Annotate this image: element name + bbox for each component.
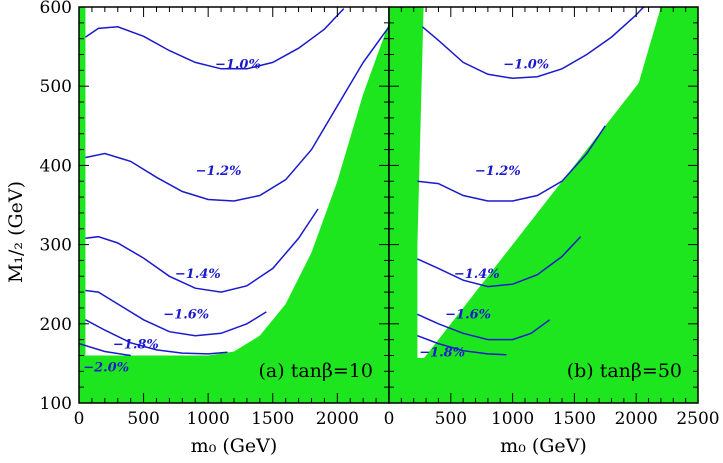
contour-label-3: −1.6% bbox=[445, 308, 491, 323]
excluded-region-1 bbox=[79, 22, 389, 403]
contour-line-1 bbox=[85, 26, 389, 202]
contour-label-3: −1.6% bbox=[163, 308, 209, 323]
contour-label-2: −1.4% bbox=[454, 267, 500, 282]
y-tick-label: 200 bbox=[40, 315, 72, 335]
plot-frame bbox=[388, 6, 699, 404]
plot-area: −1.0% −1.2% −1.4% −1.6% −1.8% −2.0% bbox=[79, 7, 389, 403]
contour-label-1: −1.2% bbox=[475, 164, 521, 179]
y-tick-label: 400 bbox=[40, 156, 72, 176]
x-tick-label: 0 bbox=[384, 409, 395, 429]
panel-b: −1.0% −1.2% −1.4% −1.6% −1.8% 0 500 1000 1500 200… bbox=[384, 6, 720, 457]
x-tick-label: 1500 bbox=[251, 409, 294, 429]
x-axis-title: m₀ (GeV) bbox=[191, 435, 278, 457]
contour-label-1: −1.2% bbox=[196, 164, 242, 179]
y-tick-label: 600 bbox=[40, 0, 72, 18]
panel-label: (a) tanβ=10 bbox=[259, 360, 373, 382]
contour-line-3 bbox=[85, 289, 267, 337]
contour-label-5: −2.0% bbox=[83, 361, 129, 376]
x-tick-label: 2500 bbox=[676, 409, 719, 429]
x-tick-label: 500 bbox=[435, 409, 467, 429]
x-tick-label: 1500 bbox=[553, 409, 596, 429]
panel-label: (b) tanβ=50 bbox=[567, 360, 682, 382]
plot-area: −1.0% −1.2% −1.4% −1.6% −1.8% bbox=[389, 7, 698, 403]
contour-line-3 bbox=[417, 313, 551, 341]
x-tick-label: 500 bbox=[127, 409, 159, 429]
y-tick-label: 100 bbox=[40, 394, 72, 414]
contour-label-4: −1.8% bbox=[113, 338, 159, 353]
x-tick-label: 2000 bbox=[316, 409, 359, 429]
y-tick-label: 300 bbox=[40, 236, 72, 256]
contour-line-5 bbox=[79, 342, 131, 357]
x-axis-title: m₀ (GeV) bbox=[500, 435, 587, 457]
x-tick-label: 1000 bbox=[491, 409, 534, 429]
x-tick-label: 2000 bbox=[615, 409, 658, 429]
contour-label-0: −1.0% bbox=[503, 57, 549, 72]
panel-a: −1.0% −1.2% −1.4% −1.6% −1.8% −2.0% 0 500 1000 15… bbox=[40, 0, 390, 457]
contour-line-2 bbox=[417, 236, 582, 288]
x-tick-label: 0 bbox=[74, 409, 85, 429]
contour-line-2 bbox=[85, 208, 319, 293]
axes-labels: M₁/₂ (GeV) bbox=[5, 181, 27, 283]
y-axis-title: M₁/₂ (GeV) bbox=[5, 181, 27, 283]
contour-label-4: −1.8% bbox=[419, 346, 465, 361]
contour-line-4 bbox=[417, 334, 507, 356]
contour-line-0 bbox=[85, 8, 345, 70]
contour-line-0 bbox=[421, 7, 645, 80]
contour-label-0: −1.0% bbox=[215, 57, 261, 72]
contour-line-1 bbox=[417, 125, 606, 202]
contour-line-4 bbox=[85, 319, 228, 355]
excluded-region-1 bbox=[389, 7, 698, 403]
x-tick-label: 1000 bbox=[187, 409, 230, 429]
contour-label-2: −1.4% bbox=[175, 267, 221, 282]
y-tick-label: 500 bbox=[40, 77, 72, 97]
